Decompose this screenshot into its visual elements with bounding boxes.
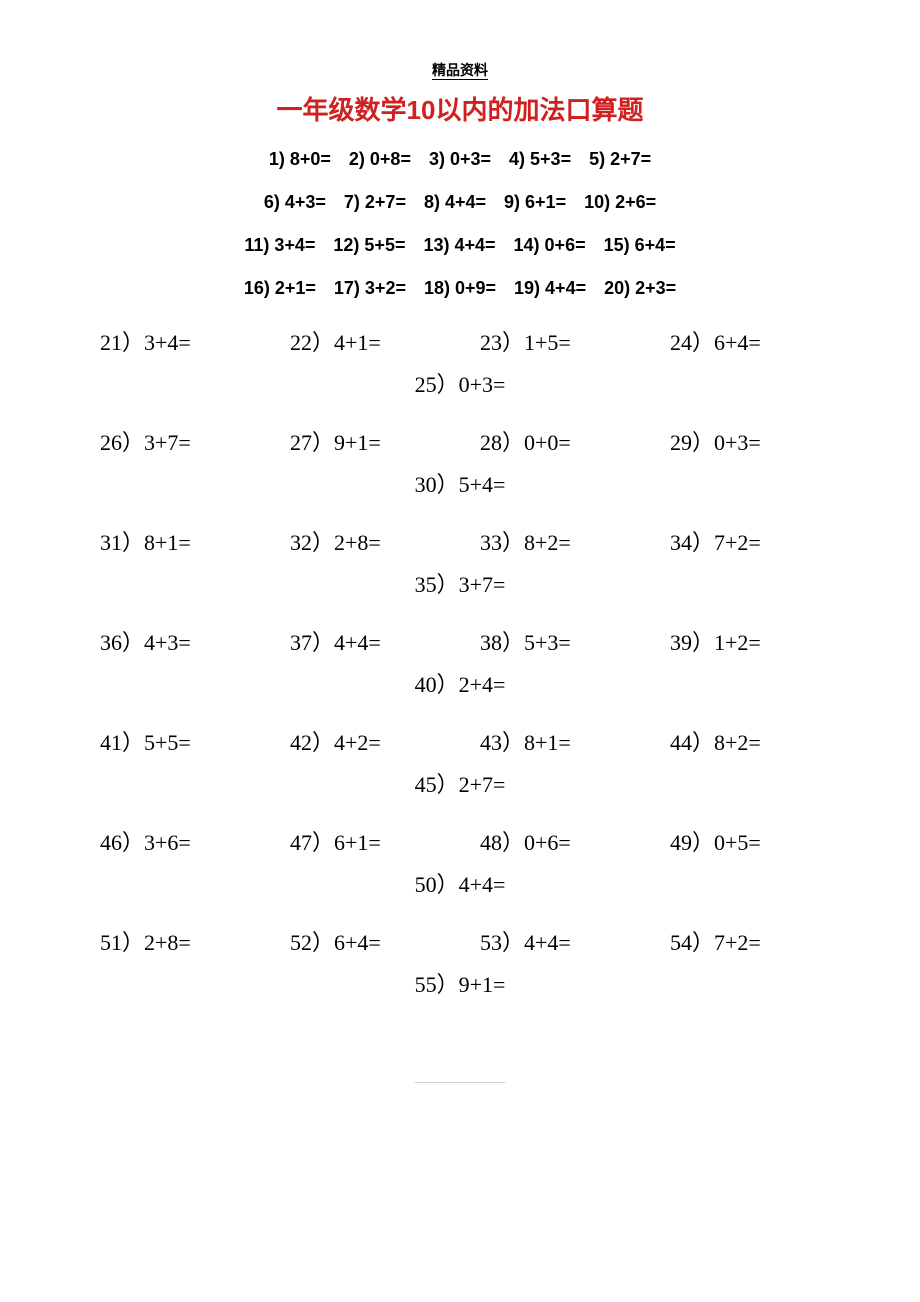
problem-item: 4) 5+3= [509,149,571,170]
problem-item: 15) 6+4= [604,235,676,256]
problem-line: 46）3+6= 47）6+1= 48）0+6= 49）0+5= [100,825,820,857]
problems-block-serif: 21）3+4= 22）4+1= 23）1+5= 24）6+4= 25）0+3= 26）3+… [100,325,820,999]
problem-item: 12) 5+5= [333,235,405,256]
problem-row: 6) 4+3= 7) 2+7= 8) 4+4= 9) 6+1= 10) 2+6= [160,192,760,213]
page-title: 一年级数学10以内的加法口算题 [40,90,880,127]
problem-item: 6) 4+3= [264,192,326,213]
problem-item: 35）3+7= [415,567,506,599]
problem-group: 36）4+3= 37）4+4= 38）5+3= 39）1+2= 40）2+4= [100,625,820,699]
problem-item: 50）4+4= [415,867,506,899]
problem-item: 47）6+1= [290,825,440,857]
problem-item: 13) 4+4= [423,235,495,256]
problem-item: 1) 8+0= [269,149,331,170]
problem-item: 24）6+4= [670,325,820,357]
problem-item: 54）7+2= [670,925,820,957]
problem-line: 41）5+5= 42）4+2= 43）8+1= 44）8+2= [100,725,820,757]
problem-item: 51）2+8= [100,925,250,957]
problem-item: 3) 0+3= [429,149,491,170]
problem-line-center: 50）4+4= [100,867,820,899]
problem-item: 28）0+0= [480,425,630,457]
problem-item: 11) 3+4= [244,235,315,256]
problem-item: 9) 6+1= [504,192,566,213]
problem-item: 38）5+3= [480,625,630,657]
problem-line-center: 45）2+7= [100,767,820,799]
problem-item: 22）4+1= [290,325,440,357]
footer-dots: ……………………………………… [40,1079,880,1085]
problem-item: 21）3+4= [100,325,250,357]
problem-item: 32）2+8= [290,525,440,557]
problem-item: 26）3+7= [100,425,250,457]
problem-row: 11) 3+4= 12) 5+5= 13) 4+4= 14) 0+6= 15) 6+4= [160,235,760,256]
problem-line-center: 55）9+1= [100,967,820,999]
problem-line: 21）3+4= 22）4+1= 23）1+5= 24）6+4= [100,325,820,357]
problem-item: 44）8+2= [670,725,820,757]
problem-group: 26）3+7= 27）9+1= 28）0+0= 29）0+3= 30）5+4= [100,425,820,499]
problem-group: 31）8+1= 32）2+8= 33）8+2= 34）7+2= 35）3+7= [100,525,820,599]
problem-row: 1) 8+0= 2) 0+8= 3) 0+3= 4) 5+3= 5) 2+7= [160,149,760,170]
problem-item: 48）0+6= [480,825,630,857]
problem-item: 18) 0+9= [424,278,496,299]
problem-group: 46）3+6= 47）6+1= 48）0+6= 49）0+5= 50）4+4= [100,825,820,899]
problem-item: 40）2+4= [415,667,506,699]
problem-item: 25）0+3= [415,367,506,399]
problem-line: 31）8+1= 32）2+8= 33）8+2= 34）7+2= [100,525,820,557]
problem-line-center: 40）2+4= [100,667,820,699]
problem-item: 43）8+1= [480,725,630,757]
problem-item: 23）1+5= [480,325,630,357]
problem-group: 51）2+8= 52）6+4= 53）4+4= 54）7+2= 55）9+1= [100,925,820,999]
problem-item: 53）4+4= [480,925,630,957]
problem-item: 46）3+6= [100,825,250,857]
problems-block-bold: 1) 8+0= 2) 0+8= 3) 0+3= 4) 5+3= 5) 2+7= 6) 4+… [160,149,760,299]
problem-group: 21）3+4= 22）4+1= 23）1+5= 24）6+4= 25）0+3= [100,325,820,399]
problem-item: 37）4+4= [290,625,440,657]
problem-item: 16) 2+1= [244,278,316,299]
problem-item: 7) 2+7= [344,192,406,213]
problem-item: 17) 3+2= [334,278,406,299]
problem-item: 10) 2+6= [584,192,656,213]
problem-item: 30）5+4= [415,467,506,499]
problem-item: 36）4+3= [100,625,250,657]
problem-item: 19) 4+4= [514,278,586,299]
problem-item: 8) 4+4= [424,192,486,213]
problem-item: 27）9+1= [290,425,440,457]
problem-line-center: 35）3+7= [100,567,820,599]
problem-row: 16) 2+1= 17) 3+2= 18) 0+9= 19) 4+4= 20) 2+3= [160,278,760,299]
worksheet-page: 精品资料 一年级数学10以内的加法口算题 1) 8+0= 2) 0+8= 3) 0+… [0,0,920,1125]
problem-item: 20) 2+3= [604,278,676,299]
problem-item: 31）8+1= [100,525,250,557]
problem-item: 2) 0+8= [349,149,411,170]
problem-item: 55）9+1= [415,967,506,999]
problem-item: 49）0+5= [670,825,820,857]
problem-line: 36）4+3= 37）4+4= 38）5+3= 39）1+2= [100,625,820,657]
problem-item: 14) 0+6= [514,235,586,256]
problem-item: 29）0+3= [670,425,820,457]
problem-line-center: 25）0+3= [100,367,820,399]
problem-line-center: 30）5+4= [100,467,820,499]
problem-line: 51）2+8= 52）6+4= 53）4+4= 54）7+2= [100,925,820,957]
problem-group: 41）5+5= 42）4+2= 43）8+1= 44）8+2= 45）2+7= [100,725,820,799]
problem-item: 39）1+2= [670,625,820,657]
page-header-label: 精品资料 [40,0,880,86]
problem-item: 41）5+5= [100,725,250,757]
problem-item: 34）7+2= [670,525,820,557]
problem-item: 33）8+2= [480,525,630,557]
problem-item: 52）6+4= [290,925,440,957]
problem-item: 42）4+2= [290,725,440,757]
problem-item: 5) 2+7= [589,149,651,170]
problem-line: 26）3+7= 27）9+1= 28）0+0= 29）0+3= [100,425,820,457]
problem-item: 45）2+7= [415,767,506,799]
